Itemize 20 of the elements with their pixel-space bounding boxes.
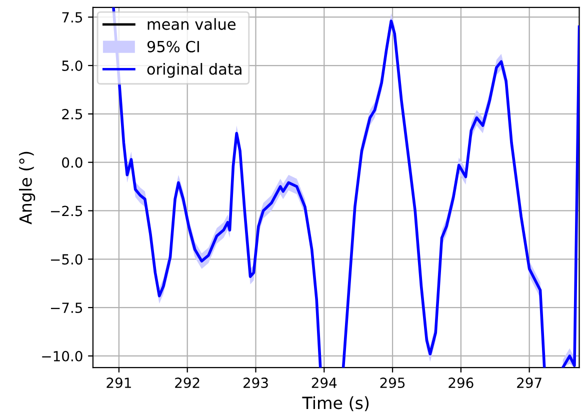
x-axis-title: Time (s): [302, 396, 369, 412]
x-tick-label: 292: [175, 378, 200, 388]
y-tick-label: −2.5: [50, 206, 82, 216]
legend-label: original data: [147, 62, 242, 78]
y-tick-label: 7.5: [62, 12, 82, 23]
legend-label: 95% CI: [147, 40, 199, 52]
y-tick-label: −5.0: [50, 254, 82, 265]
y-tick-label: −10.0: [42, 350, 82, 362]
x-tick-label: 296: [448, 378, 474, 388]
x-tick-label: 297: [517, 378, 542, 388]
y-tick-label: 5.0: [62, 60, 82, 71]
legend-label: mean value: [148, 18, 236, 30]
x-tick-label: 291: [106, 378, 131, 388]
y-tick-label: 0.0: [62, 157, 82, 168]
x-tick-label: 294: [312, 378, 337, 388]
y-axis-title: Angle (°): [18, 152, 36, 224]
x-tick-label: 293: [244, 378, 268, 388]
y-tick-label: 2.5: [62, 108, 82, 120]
x-tick-label: 295: [380, 378, 405, 388]
y-tick-label: −7.5: [50, 302, 82, 314]
